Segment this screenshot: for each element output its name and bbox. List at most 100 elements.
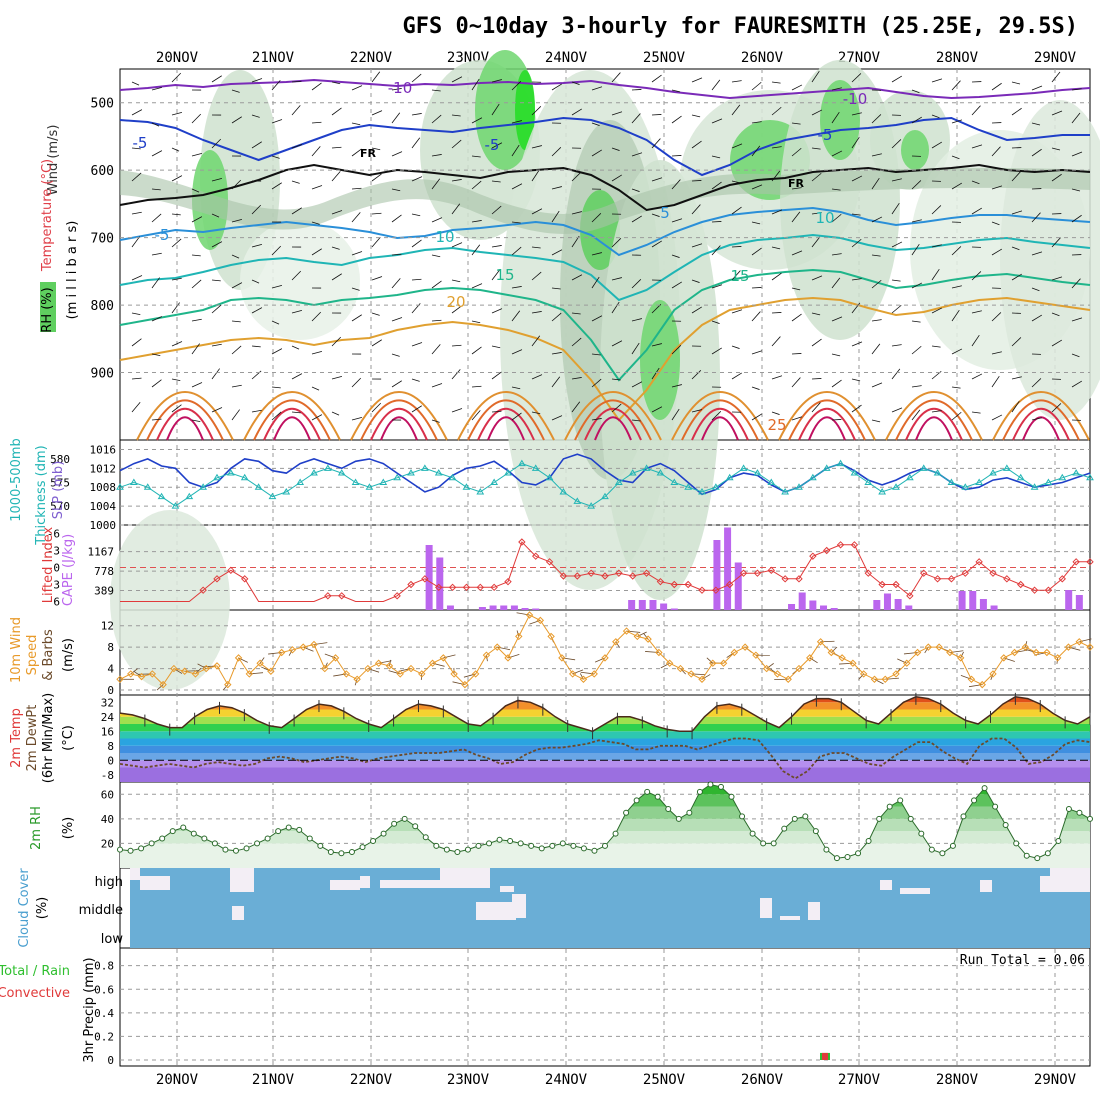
- precip-tick-label: 0.4: [94, 1007, 114, 1020]
- wind-barb: [631, 215, 642, 223]
- wind-barb: [691, 370, 702, 380]
- li-marker: [199, 586, 207, 594]
- li-marker: [559, 572, 568, 580]
- wind-barb: [891, 368, 901, 380]
- wind-marker: [385, 662, 394, 670]
- wind-barb: [991, 185, 1003, 190]
- rh-marker: [855, 850, 862, 857]
- wind-barb: [771, 375, 783, 380]
- warm-arc: [1012, 408, 1070, 441]
- wind-barb: [511, 412, 522, 421]
- wind-marker: [838, 654, 846, 662]
- thickness-marker: [587, 502, 596, 509]
- wind-barb: [351, 148, 362, 157]
- wind-barb: [931, 244, 942, 248]
- li-marker: [809, 552, 817, 560]
- wind-barb: [851, 175, 863, 182]
- rh-marker: [591, 847, 598, 854]
- wind-barb: [431, 89, 441, 92]
- rh-marker: [401, 815, 408, 822]
- wind-barb: [331, 107, 342, 116]
- rh-band: [120, 818, 1090, 832]
- wind-barb: [391, 88, 402, 91]
- wind-barb-10m: [809, 657, 818, 664]
- thickness-marker: [1072, 469, 1081, 476]
- wind-barb: [591, 252, 602, 256]
- thickness-marker: [268, 492, 277, 500]
- wind-barb-10m: [874, 678, 884, 685]
- rh-marker: [391, 820, 398, 827]
- wind-barb: [391, 353, 400, 357]
- wind-barb: [931, 114, 940, 119]
- wind-barb: [431, 419, 440, 423]
- li-marker: [393, 592, 401, 600]
- contour-label: 15: [730, 267, 749, 285]
- wind-barb: [291, 373, 303, 380]
- wind-barb: [331, 273, 342, 281]
- thickness-marker: [448, 473, 457, 481]
- wind-marker: [849, 659, 857, 667]
- wind-barb: [831, 111, 840, 124]
- wind-marker: [547, 632, 555, 641]
- wind-barb: [911, 282, 923, 289]
- wind-barb: [151, 353, 161, 356]
- wind-barb: [331, 411, 340, 416]
- rh-marker: [327, 849, 334, 856]
- wind-barb: [551, 415, 563, 421]
- li-marker: [490, 583, 498, 592]
- label-precip-conv: Convective: [0, 986, 70, 1001]
- wind-marker: [698, 675, 706, 683]
- cape-bar: [489, 605, 497, 610]
- wind-barb: [351, 187, 362, 190]
- wind-barb: [491, 103, 500, 116]
- wind-barb: [811, 402, 821, 413]
- wind-barb: [551, 83, 562, 91]
- warm-arc: [681, 399, 759, 441]
- wind-barb: [1051, 147, 1061, 151]
- top-date-label: 25NOV: [643, 50, 686, 66]
- wind-barb: [291, 105, 301, 116]
- wind-barb: [211, 241, 223, 248]
- wind-marker: [299, 643, 307, 651]
- li-marker: [601, 572, 609, 580]
- wind-barb: [831, 87, 842, 91]
- wind-barb: [211, 178, 223, 182]
- rh-marker: [749, 830, 756, 837]
- label-wind10-barbs: & Barbs: [41, 629, 56, 681]
- wind-barb-10m: [130, 668, 138, 675]
- wind-barb: [251, 204, 262, 215]
- isotherm-line: [119, 233, 1091, 302]
- li-tick-label: 3: [53, 579, 60, 592]
- wind-marker: [396, 670, 404, 678]
- contour-label: -5: [485, 136, 500, 154]
- cloud-gap: [780, 916, 800, 920]
- wind-barb: [231, 409, 240, 421]
- wind-barb: [851, 238, 862, 248]
- wind-barb: [511, 310, 521, 322]
- rh-marker: [464, 846, 471, 853]
- wind-barb: [831, 419, 842, 421]
- slp-tick-label: 1012: [90, 462, 117, 475]
- wind-barb: [331, 336, 342, 347]
- wind-barb: [331, 376, 343, 380]
- wind-barb: [971, 144, 983, 149]
- wind-barb: [951, 348, 963, 355]
- contour-label: 5: [660, 204, 670, 222]
- wind-barb: [1011, 337, 1022, 347]
- rh-marker: [781, 825, 788, 832]
- thickness-marker: [407, 469, 415, 476]
- wind-marker: [127, 670, 135, 678]
- slp-thickness-panel: 1000 1004 1008 1012 1016 570 575 580: [50, 443, 1094, 532]
- wind-barb: [931, 141, 943, 149]
- wind-barb: [311, 351, 323, 355]
- wind-barb: [411, 176, 423, 182]
- warm-arc: [457, 391, 555, 441]
- wind-barb: [231, 219, 243, 223]
- wind-barb: [711, 155, 721, 159]
- li-marker: [712, 586, 720, 594]
- wind-barb: [431, 319, 442, 322]
- thickness-marker: [892, 483, 900, 490]
- wind-barb: [851, 73, 862, 83]
- wind-barb: [931, 268, 940, 281]
- warm-arc: [905, 408, 963, 441]
